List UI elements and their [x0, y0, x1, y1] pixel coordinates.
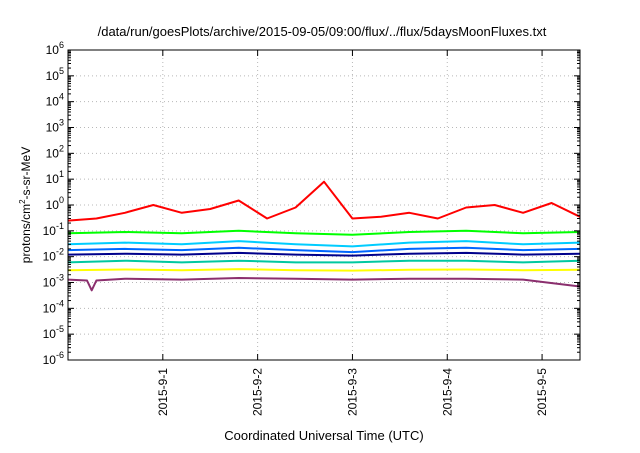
x-tick-label: 2015-9-3	[345, 368, 359, 416]
y-tick-exponent: -6	[56, 350, 64, 360]
y-tick-base: 10	[46, 69, 60, 83]
chart-title: /data/run/goesPlots/archive/2015-09-05/0…	[98, 24, 547, 39]
y-axis-label-sup: 2	[18, 199, 27, 204]
y-tick-exponent: -2	[56, 247, 64, 257]
y-tick-base: 10	[43, 353, 57, 367]
y-tick-base: 10	[43, 301, 57, 315]
series-line-1	[67, 180, 581, 222]
series-line-7	[67, 268, 581, 272]
y-tick-exponent: 2	[59, 143, 64, 153]
series-line-8	[67, 277, 581, 292]
ticks	[68, 49, 580, 361]
y-tick-base: 10	[43, 327, 57, 341]
y-tick-label: 10-4	[43, 298, 64, 315]
y-tick-base: 10	[46, 95, 60, 109]
x-tick-label: 2015-9-2	[251, 368, 265, 416]
y-tick-exponent: 4	[59, 92, 64, 102]
x-axis-label: Coordinated Universal Time (UTC)	[224, 428, 423, 443]
series-layer	[67, 180, 581, 292]
y-tick-exponent: -4	[56, 298, 64, 308]
y-tick-label: 105	[46, 66, 64, 83]
series-line-6	[67, 259, 581, 264]
y-tick-exponent: -1	[56, 221, 64, 231]
y-tick-label: 10-2	[43, 247, 64, 264]
y-tick-label: 106	[46, 40, 64, 57]
x-tick-labels: 2015-9-1 2015-9-2 2015-9-3 2015-9-4 2015-9-5	[156, 368, 549, 416]
x-tick-label: 2015-9-5	[535, 368, 549, 416]
x-tick-label: 2015-9-1	[156, 368, 170, 416]
y-tick-base: 10	[43, 276, 57, 290]
y-tick-exponent: -5	[56, 324, 64, 334]
y-tick-label: 101	[46, 169, 64, 186]
y-tick-exponent: 0	[59, 195, 64, 205]
y-tick-label: 10-5	[43, 324, 64, 341]
grid	[68, 50, 580, 360]
y-tick-label: 10-1	[43, 221, 64, 238]
y-tick-label: 10-3	[43, 273, 64, 290]
series-line-5	[67, 251, 581, 257]
y-tick-base: 10	[46, 198, 60, 212]
y-tick-exponent: 3	[59, 118, 64, 128]
y-tick-base: 10	[46, 146, 60, 160]
y-tick-base: 10	[46, 172, 60, 186]
y-tick-labels: 10610510410310210110010-110-210-310-410-…	[43, 40, 64, 367]
y-tick-label: 10-6	[43, 350, 64, 367]
y-axis-label-post: -s-sr-MeV	[19, 147, 33, 200]
y-tick-exponent: 1	[59, 169, 64, 179]
y-tick-exponent: 5	[59, 66, 64, 76]
y-axis-label: protons/cm2-s-sr-MeV	[18, 147, 33, 263]
y-tick-label: 102	[46, 143, 64, 160]
series-line-4	[67, 246, 581, 254]
y-tick-exponent: -3	[56, 273, 64, 283]
y-axis-label-pre: protons/cm	[19, 204, 33, 263]
series-line-3	[67, 240, 581, 248]
x-tick-label: 2015-9-4	[440, 368, 454, 416]
series-line-2	[67, 229, 581, 236]
y-tick-base: 10	[46, 43, 60, 57]
y-tick-exponent: 6	[59, 40, 64, 50]
y-tick-label: 104	[46, 92, 64, 109]
y-tick-base: 10	[43, 250, 57, 264]
y-tick-label: 103	[46, 118, 64, 135]
y-tick-label: 100	[46, 195, 64, 212]
y-tick-base: 10	[46, 121, 60, 135]
y-tick-base: 10	[43, 224, 57, 238]
